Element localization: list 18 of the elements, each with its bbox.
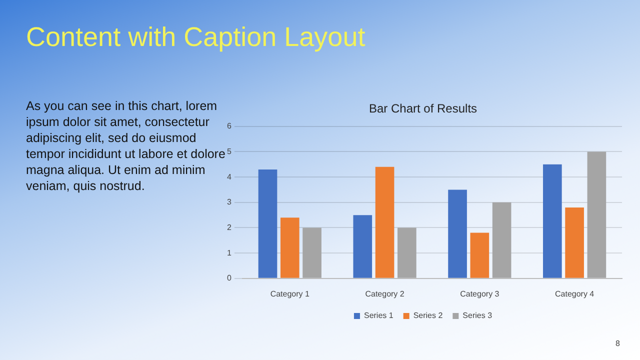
x-tick-label: Category 2 [365,289,405,298]
chart-title: Bar Chart of Results [368,102,478,116]
y-tick-label: 4 [226,172,232,182]
y-tick-label: 0 [226,274,232,283]
y-tick-label: 2 [226,222,232,232]
text: Content with Caption Layout [26,22,366,53]
legend-label: Series 2 [413,311,444,320]
text: As you can see in this chart, lorem ipsum dolor sit amet, consectetur adipiscing elit, sed do eiusmod tempor incididunt ut labore et dolore magna aliqua. Ut enim ad minim veniam, quis nostrud. [26,98,226,194]
y-tick-label: 5 [226,146,232,156]
x-tick-label: Category 1 [270,289,310,298]
text: 8 [616,339,620,348]
x-tick-label: Category 4 [554,289,595,298]
legend-label: Series 1 [364,311,394,320]
x-tick-label: Category 3 [460,289,500,298]
y-tick-label: 6 [226,122,232,131]
y-tick-label: 1 [226,248,232,258]
legend-label: Series 3 [462,311,493,320]
y-tick-label: 3 [226,198,232,207]
